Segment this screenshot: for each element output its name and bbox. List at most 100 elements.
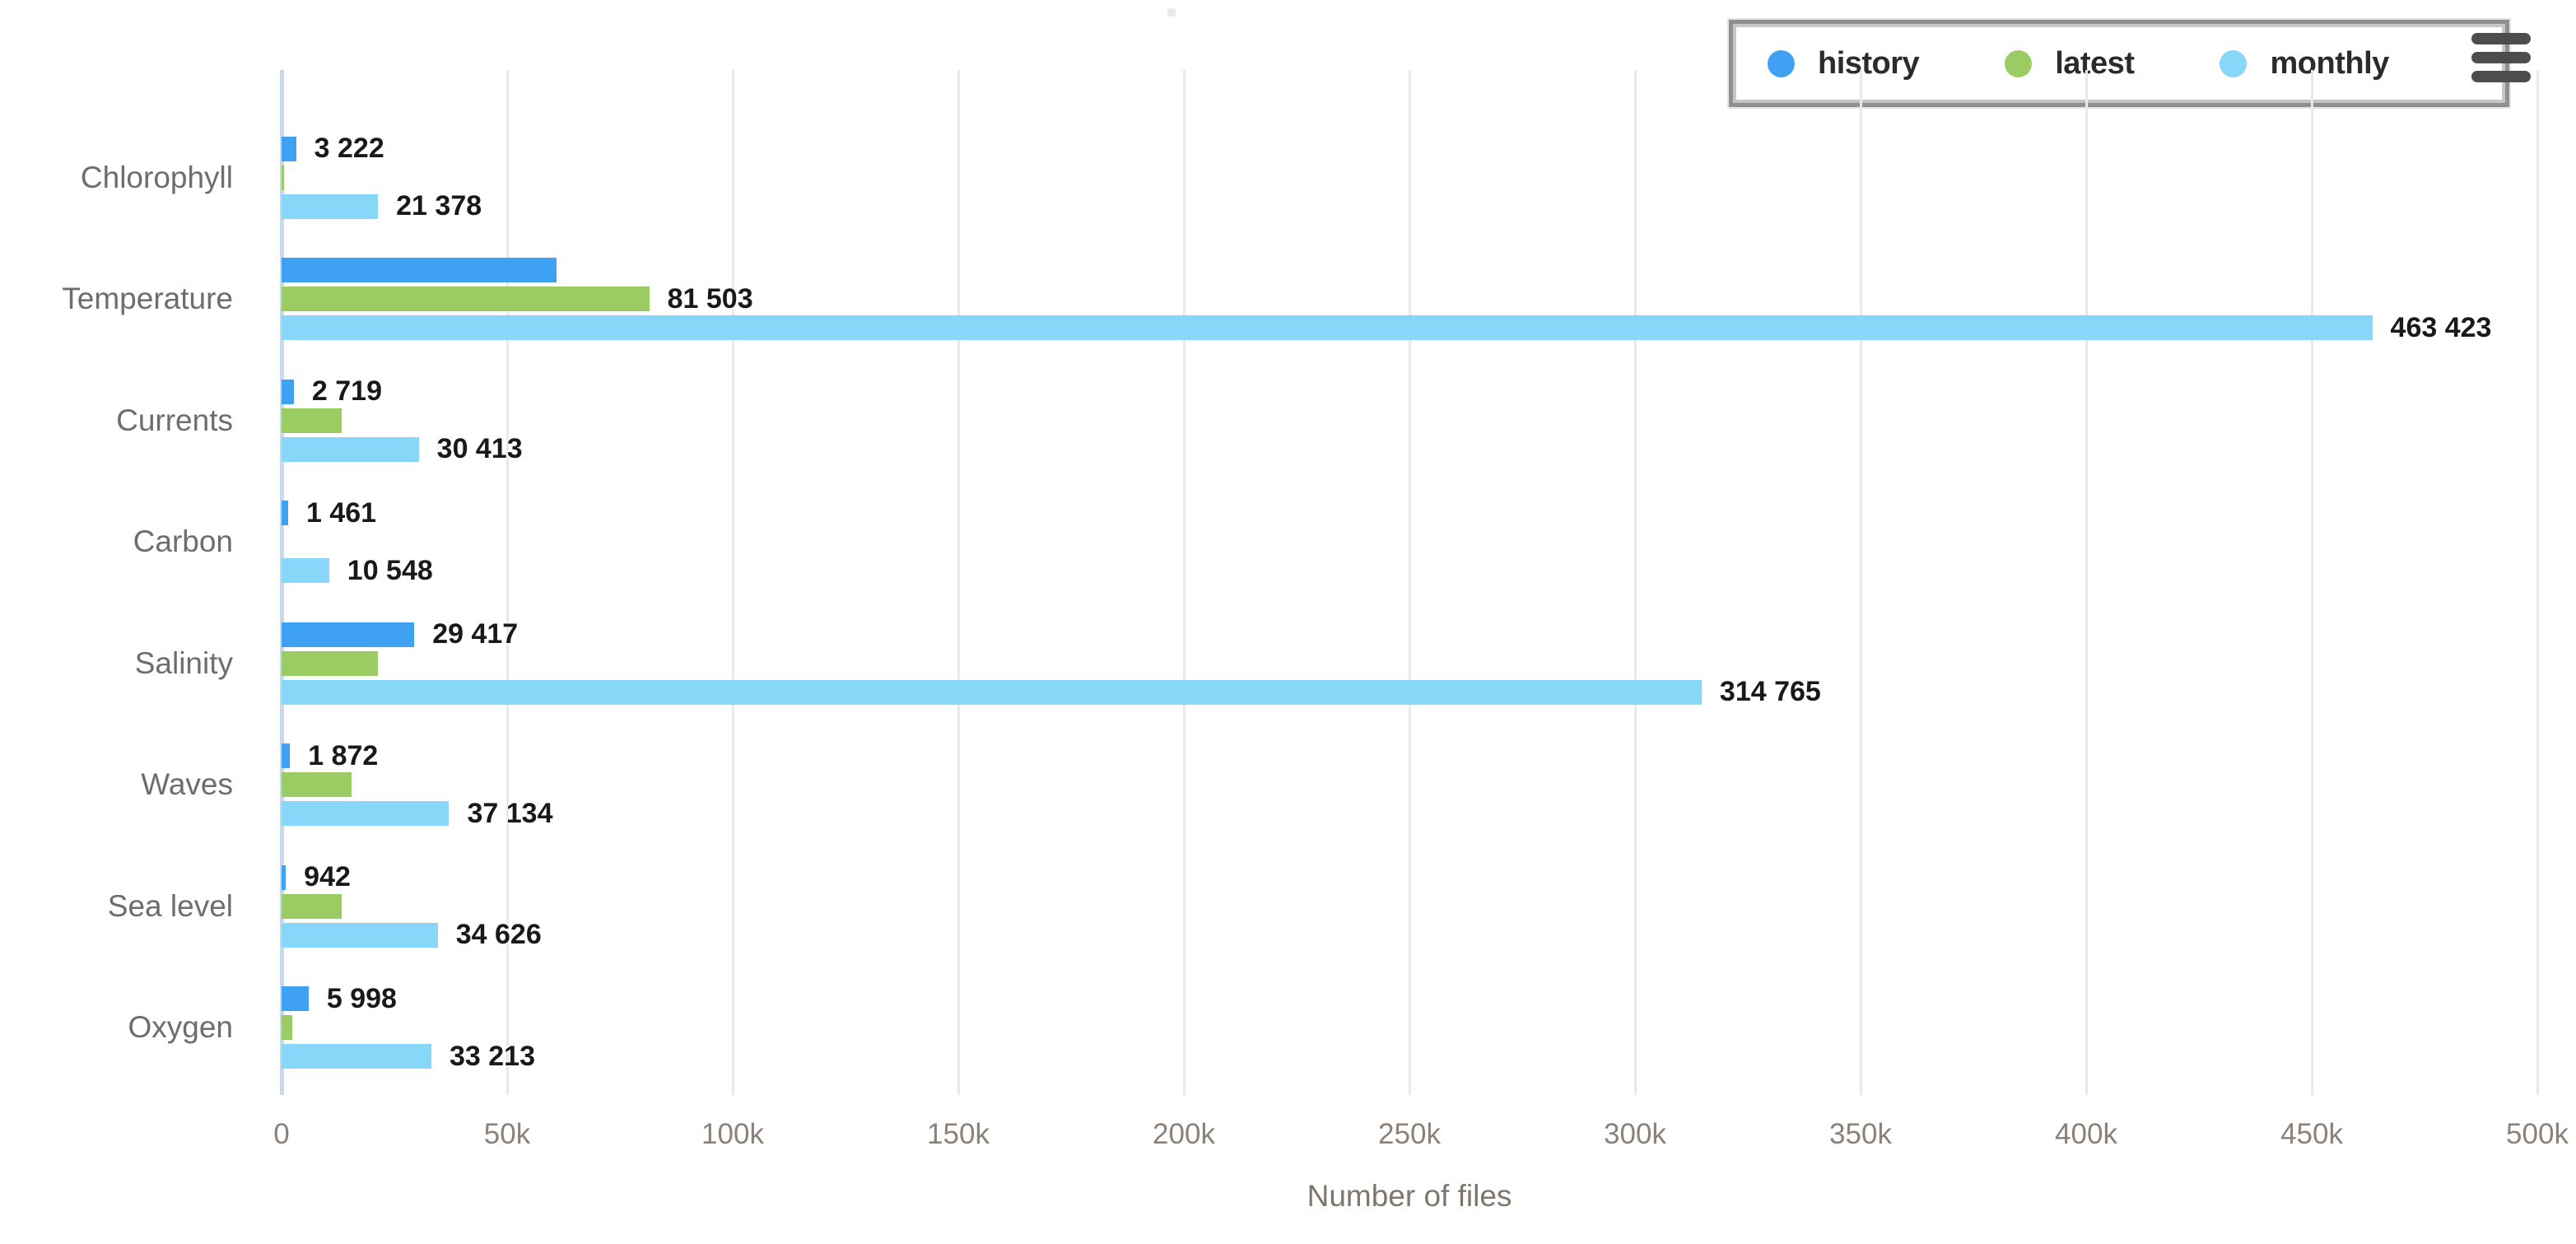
value-label-history: 3 222 <box>314 133 384 165</box>
bar-track-history: 1 461 <box>282 497 2537 529</box>
legend: history latest monthly <box>1729 20 2509 107</box>
value-label-monthly: 314 765 <box>1719 676 1821 708</box>
category-label: Chlorophyll <box>80 160 233 194</box>
bar-monthly[interactable] <box>282 801 450 827</box>
legend-item-history[interactable]: history <box>1768 45 1920 82</box>
x-tick-label: 500k <box>2506 1118 2569 1150</box>
value-label-history: 29 417 <box>432 618 519 650</box>
bar-track-monthly: 463 423 <box>282 312 2537 343</box>
bar-track-history: 942 <box>282 861 2537 892</box>
category-label: Carbon <box>133 524 233 559</box>
x-tick-label: 350k <box>1829 1118 1892 1150</box>
x-tick-label: 50k <box>483 1118 531 1150</box>
history-marker-icon <box>1768 49 1795 77</box>
x-tick-label: 200k <box>1153 1118 1215 1150</box>
bar-history[interactable] <box>282 622 415 647</box>
bar-latest[interactable] <box>282 893 342 919</box>
bar-track-latest <box>282 529 2537 554</box>
bar-track-history: 5 998 <box>282 983 2537 1014</box>
category-row-waves: Waves 1 872 37 134 <box>141 725 2537 846</box>
bar-latest[interactable] <box>282 287 650 312</box>
category-row-sea-level: Sea level 942 34 626 <box>108 846 2537 967</box>
bar-history[interactable] <box>282 258 557 283</box>
x-tick-label: 400k <box>2055 1118 2117 1150</box>
value-label-monthly: 463 423 <box>2390 311 2492 343</box>
gridline <box>1183 70 1186 1095</box>
gridline <box>2536 70 2539 1095</box>
category-row-chlorophyll: Chlorophyll 3 222 21 378 <box>81 117 2537 239</box>
bar-track-monthly: 21 378 <box>282 190 2537 221</box>
gridline <box>506 70 509 1095</box>
menu-bar-1 <box>2471 33 2531 44</box>
bar-monthly[interactable] <box>282 315 2373 341</box>
category-label: Oxygen <box>128 1010 233 1045</box>
bar-track-latest <box>282 650 2537 676</box>
category-row-temperature: Temperature 81 503 463 423 <box>62 239 2537 361</box>
bar-history[interactable] <box>282 501 288 526</box>
latest-marker-icon <box>2005 49 2033 77</box>
legend-item-latest[interactable]: latest <box>2005 45 2135 82</box>
value-label-monthly: 30 413 <box>436 433 523 465</box>
value-label-history: 942 <box>304 861 351 893</box>
legend-item-monthly[interactable]: monthly <box>2220 46 2389 82</box>
chart-title-dot <box>1167 8 1176 16</box>
bar-track-latest: 81 503 <box>282 283 2537 314</box>
bar-latest[interactable] <box>282 165 284 190</box>
bar-monthly[interactable] <box>282 436 419 462</box>
bar-track-history: 29 417 <box>282 618 2537 650</box>
gridline <box>957 70 960 1095</box>
bar-latest[interactable] <box>282 408 342 433</box>
value-label-history: 1 461 <box>306 496 377 529</box>
bar-monthly[interactable] <box>282 558 329 584</box>
category-label: Sea level <box>107 888 233 923</box>
bar-monthly[interactable] <box>282 922 438 948</box>
menu-bar-3 <box>2471 71 2531 82</box>
gridline <box>2085 70 2088 1095</box>
bar-track-monthly: 33 213 <box>282 1041 2537 1072</box>
value-label-monthly: 33 213 <box>450 1040 535 1072</box>
plot-rows: Chlorophyll 3 222 21 378 Temperature 81 503 4… <box>62 117 2537 1088</box>
value-label-history: 5 998 <box>326 982 397 1014</box>
value-label-history: 2 719 <box>311 375 382 408</box>
bar-track-monthly: 34 626 <box>282 919 2537 950</box>
category-row-currents: Currents 2 719 30 413 <box>116 360 2537 482</box>
category-label: Temperature <box>62 282 233 316</box>
bar-track-latest <box>282 165 2537 190</box>
category-row-carbon: Carbon 1 461 10 548 <box>133 482 2537 603</box>
bar-monthly[interactable] <box>282 193 379 219</box>
bar-track-latest <box>282 1015 2537 1041</box>
x-tick-label: 450k <box>2280 1118 2343 1150</box>
menu-bar-2 <box>2471 52 2531 63</box>
bar-monthly[interactable] <box>282 1044 431 1069</box>
legend-label-history: history <box>1818 45 1920 81</box>
value-label-monthly: 10 548 <box>347 554 433 586</box>
gridline <box>2311 70 2313 1095</box>
gridline <box>732 70 734 1095</box>
x-tick-label: 250k <box>1378 1118 1441 1150</box>
bar-history[interactable] <box>282 743 291 769</box>
bar-latest[interactable] <box>282 772 352 798</box>
category-label: Waves <box>141 767 233 802</box>
bar-latest[interactable] <box>282 1015 292 1041</box>
bar-monthly[interactable] <box>282 679 1702 705</box>
category-label: Currents <box>116 403 233 437</box>
bar-track-latest <box>282 772 2537 798</box>
bar-track-monthly: 314 765 <box>282 676 2537 707</box>
bar-history[interactable] <box>282 136 296 161</box>
value-label-monthly: 34 626 <box>455 919 542 951</box>
bar-track-history <box>282 258 2537 283</box>
bar-history[interactable] <box>282 379 294 404</box>
legend-label-latest: latest <box>2055 45 2135 81</box>
bar-track-history: 2 719 <box>282 375 2537 407</box>
x-tick-label: 0 <box>273 1118 290 1150</box>
category-label: Salinity <box>134 645 233 680</box>
bar-history[interactable] <box>282 864 286 890</box>
bar-track-latest <box>282 408 2537 433</box>
category-row-salinity: Salinity 29 417 314 765 <box>135 603 2537 725</box>
x-tick-label: 300k <box>1604 1118 1666 1150</box>
export-menu-icon[interactable] <box>2471 33 2533 84</box>
bar-latest[interactable] <box>282 650 378 676</box>
bar-history[interactable] <box>282 986 309 1012</box>
gridline <box>1860 70 1862 1095</box>
